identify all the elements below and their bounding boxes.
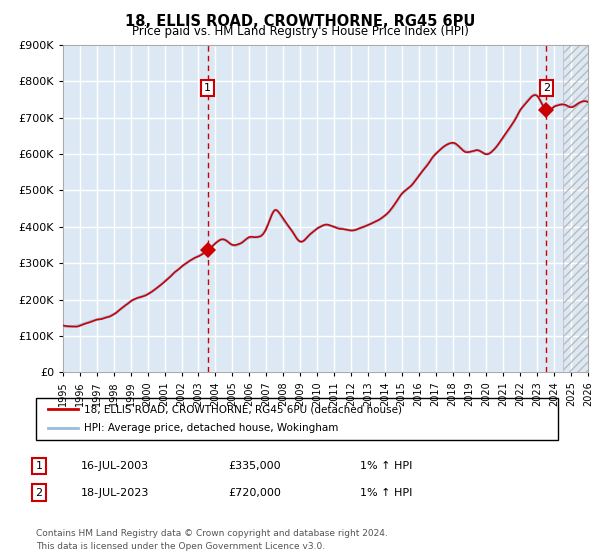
- Text: 1% ↑ HPI: 1% ↑ HPI: [360, 461, 412, 471]
- Text: 18, ELLIS ROAD, CROWTHORNE, RG45 6PU (detached house): 18, ELLIS ROAD, CROWTHORNE, RG45 6PU (de…: [84, 404, 402, 414]
- Text: 18-JUL-2023: 18-JUL-2023: [81, 488, 149, 498]
- Text: This data is licensed under the Open Government Licence v3.0.: This data is licensed under the Open Gov…: [36, 542, 325, 551]
- Text: 1: 1: [35, 461, 43, 471]
- Text: 1: 1: [204, 83, 211, 93]
- Text: £720,000: £720,000: [228, 488, 281, 498]
- Text: 18, ELLIS ROAD, CROWTHORNE, RG45 6PU: 18, ELLIS ROAD, CROWTHORNE, RG45 6PU: [125, 14, 475, 29]
- Text: £335,000: £335,000: [228, 461, 281, 471]
- Text: 2: 2: [543, 83, 550, 93]
- Text: Price paid vs. HM Land Registry's House Price Index (HPI): Price paid vs. HM Land Registry's House …: [131, 25, 469, 38]
- Text: HPI: Average price, detached house, Wokingham: HPI: Average price, detached house, Woki…: [84, 423, 338, 433]
- Text: 16-JUL-2003: 16-JUL-2003: [81, 461, 149, 471]
- Text: 2: 2: [35, 488, 43, 498]
- Text: 1% ↑ HPI: 1% ↑ HPI: [360, 488, 412, 498]
- Text: Contains HM Land Registry data © Crown copyright and database right 2024.: Contains HM Land Registry data © Crown c…: [36, 529, 388, 538]
